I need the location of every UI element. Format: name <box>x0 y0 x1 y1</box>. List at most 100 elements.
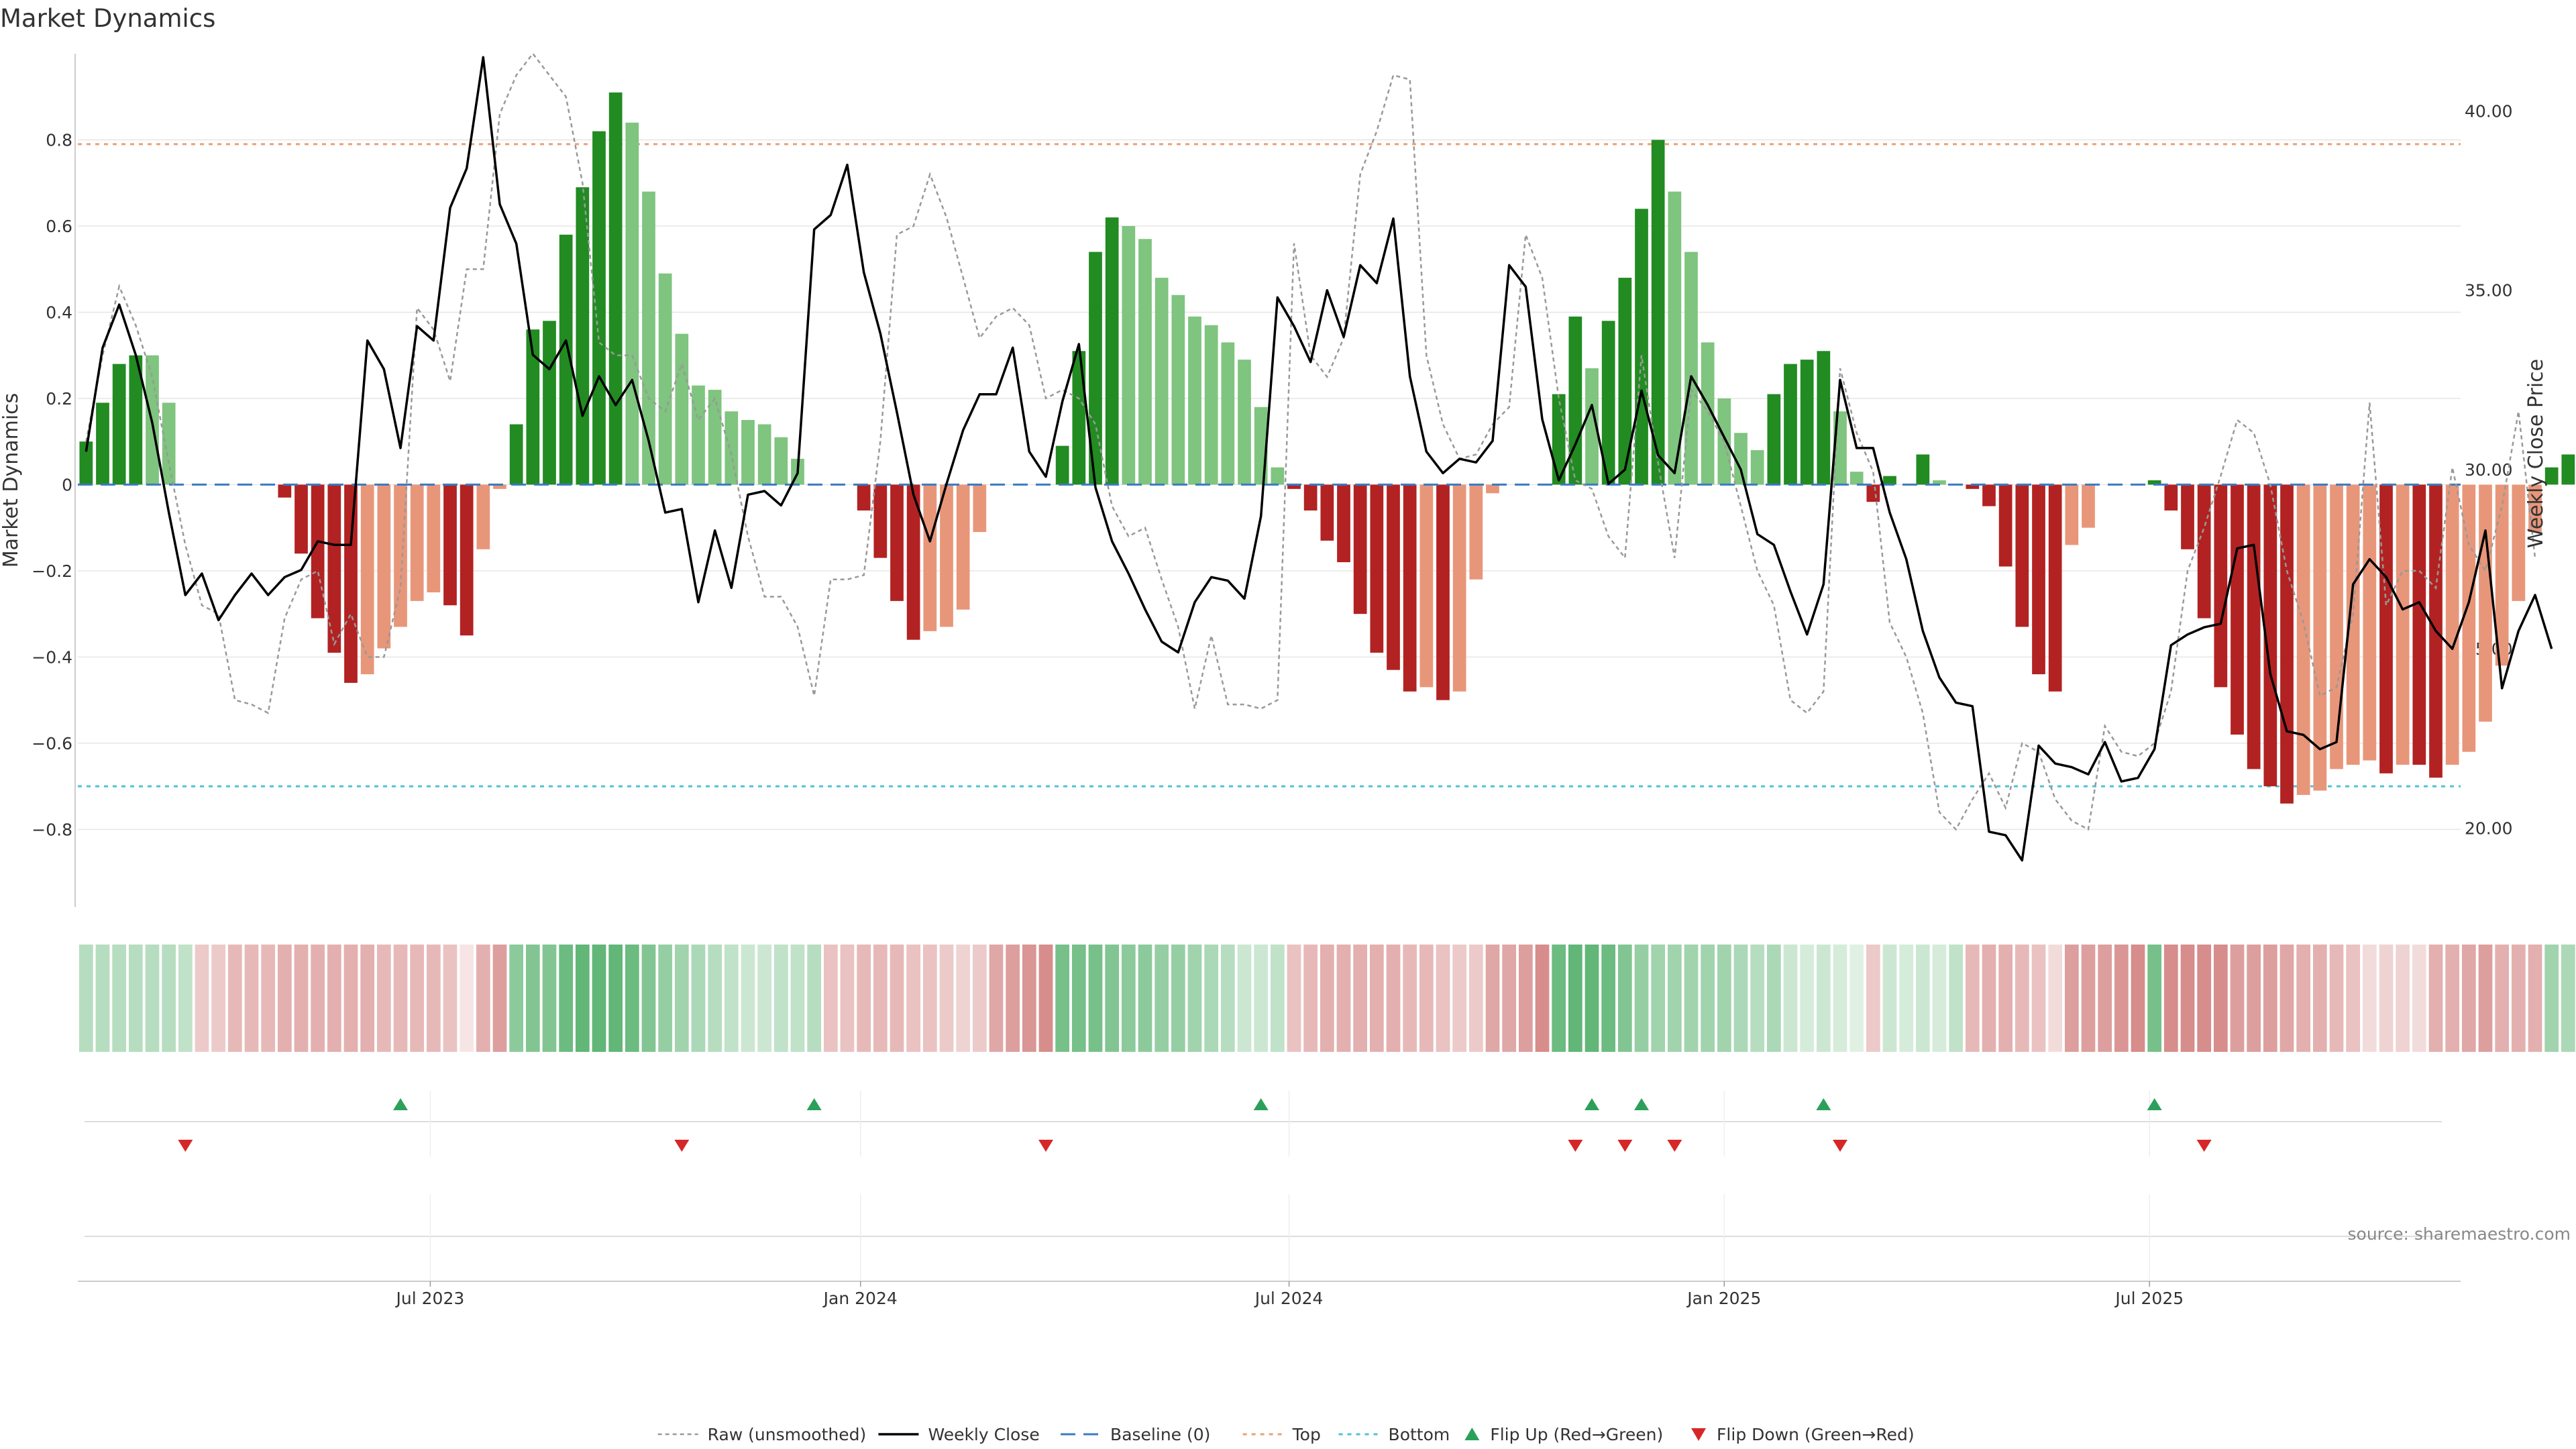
heat-cell-44 <box>807 945 822 1052</box>
left-tick-label: −0.6 <box>32 734 72 753</box>
bar-week-17 <box>360 484 374 675</box>
right-tick-label: 30.00 <box>2465 460 2513 480</box>
heat-cell-31 <box>592 945 606 1052</box>
left-axis-label: Market Dynamics <box>0 393 23 568</box>
heat-cell-131 <box>2247 945 2261 1052</box>
chart-legend: Raw (unsmoothed) Weekly Close Baseline (0)… <box>657 1425 1915 1444</box>
heat-cell-121 <box>2081 945 2096 1052</box>
heat-cell-71 <box>1254 945 1269 1052</box>
heat-cell-99 <box>1717 945 1731 1052</box>
legend-label: Weekly Close <box>928 1425 1039 1444</box>
flip-down-marker <box>1038 1140 1053 1152</box>
bar-week-40 <box>741 420 755 485</box>
main-panel: 0.8 0.6 0.4 0.2 0 −0.2 −0.4 −0.6 −0.8 40.00 35.00… <box>32 52 2575 907</box>
heat-cell-16 <box>343 945 358 1052</box>
bar-week-69 <box>1221 342 1235 485</box>
left-tick-label: −0.2 <box>32 561 72 581</box>
heat-cell-88 <box>1535 945 1550 1052</box>
bar-week-42 <box>774 437 788 485</box>
heat-cell-61 <box>1088 945 1103 1052</box>
bar-week-27 <box>526 329 540 485</box>
heat-cell-129 <box>2213 945 2228 1052</box>
heat-cell-93 <box>1617 945 1632 1052</box>
heat-cell-132 <box>2263 945 2277 1052</box>
heat-cell-81 <box>1419 945 1434 1052</box>
bar-week-2 <box>112 364 126 485</box>
bar-week-25 <box>493 484 506 489</box>
heat-cell-54 <box>972 945 987 1052</box>
heat-cell-53 <box>956 945 971 1052</box>
heat-cell-2 <box>112 945 127 1052</box>
bar-week-74 <box>1303 484 1318 511</box>
heat-cell-84 <box>1468 945 1483 1052</box>
heat-cell-91 <box>1585 945 1599 1052</box>
heat-cell-112 <box>1932 945 1947 1052</box>
bar-week-24 <box>476 484 490 549</box>
bar-week-136 <box>2330 484 2343 769</box>
heat-cell-51 <box>922 945 937 1052</box>
heat-cell-134 <box>2296 945 2311 1052</box>
heat-cell-23 <box>460 945 474 1052</box>
heat-cell-40 <box>741 945 755 1052</box>
bar-week-112 <box>1933 480 1946 485</box>
heat-cell-50 <box>906 945 921 1052</box>
bar-week-105 <box>1817 351 1831 485</box>
bar-week-0 <box>79 441 93 485</box>
bar-week-134 <box>2296 484 2310 795</box>
heat-cell-119 <box>2048 945 2063 1052</box>
bar-week-15 <box>327 484 341 653</box>
legend-item-top: Top <box>1242 1425 1321 1444</box>
bar-week-132 <box>2263 484 2277 787</box>
bar-week-14 <box>311 484 325 619</box>
flip-panel <box>85 1091 2442 1157</box>
heat-cell-15 <box>327 945 341 1052</box>
flip-up-marker <box>2147 1098 2162 1110</box>
heat-cell-66 <box>1171 945 1185 1052</box>
heat-cell-110 <box>1899 945 1914 1052</box>
heat-cell-19 <box>393 945 408 1052</box>
bar-week-147 <box>2512 484 2526 601</box>
bar-week-146 <box>2495 484 2509 666</box>
heat-cell-130 <box>2230 945 2245 1052</box>
bar-week-16 <box>344 484 358 683</box>
heat-cell-138 <box>2362 945 2377 1052</box>
lower-panel: Jul 2023 Jan 2024 Jul 2024 Jan 2025 Jul 2025 <box>78 1194 2461 1308</box>
heat-cell-17 <box>360 945 375 1052</box>
heat-cell-57 <box>1022 945 1036 1052</box>
heat-cell-127 <box>2180 945 2195 1052</box>
heat-cell-100 <box>1733 945 1748 1052</box>
heat-cell-76 <box>1336 945 1351 1052</box>
bar-week-103 <box>1784 364 1797 485</box>
bar-week-20 <box>410 484 424 601</box>
legend-label: Raw (unsmoothed) <box>708 1425 867 1444</box>
x-tick-label: Jul 2025 <box>2114 1289 2184 1308</box>
bar-week-138 <box>2363 484 2377 761</box>
heat-cell-141 <box>2412 945 2426 1052</box>
left-tick-label: 0.6 <box>46 217 72 236</box>
chart-title: Market Dynamics <box>0 4 215 33</box>
bar-week-94 <box>1635 209 1648 485</box>
flip-up-marker <box>1816 1098 1831 1110</box>
bar-week-83 <box>1452 484 1466 692</box>
heat-cell-149 <box>2544 945 2559 1052</box>
heat-cell-60 <box>1071 945 1086 1052</box>
heat-cell-12 <box>277 945 292 1052</box>
heat-cell-77 <box>1353 945 1368 1052</box>
heat-cell-98 <box>1701 945 1715 1052</box>
bar-week-67 <box>1188 316 1201 485</box>
heat-cell-120 <box>2064 945 2079 1052</box>
legend-item-close: Weekly Close <box>878 1425 1040 1444</box>
heat-cell-58 <box>1038 945 1053 1052</box>
heat-cell-67 <box>1187 945 1202 1052</box>
heat-cell-63 <box>1121 945 1136 1052</box>
bar-week-29 <box>559 234 573 485</box>
heat-cell-137 <box>2346 945 2361 1052</box>
heat-cell-139 <box>2379 945 2394 1052</box>
x-tick-label: Jul 2023 <box>395 1289 465 1308</box>
heat-cell-49 <box>890 945 904 1052</box>
left-tick-label: −0.4 <box>32 647 72 667</box>
heat-cell-85 <box>1485 945 1500 1052</box>
left-tick-label: 0.2 <box>46 389 72 409</box>
heat-cell-59 <box>1055 945 1070 1052</box>
bar-week-92 <box>1601 321 1615 485</box>
